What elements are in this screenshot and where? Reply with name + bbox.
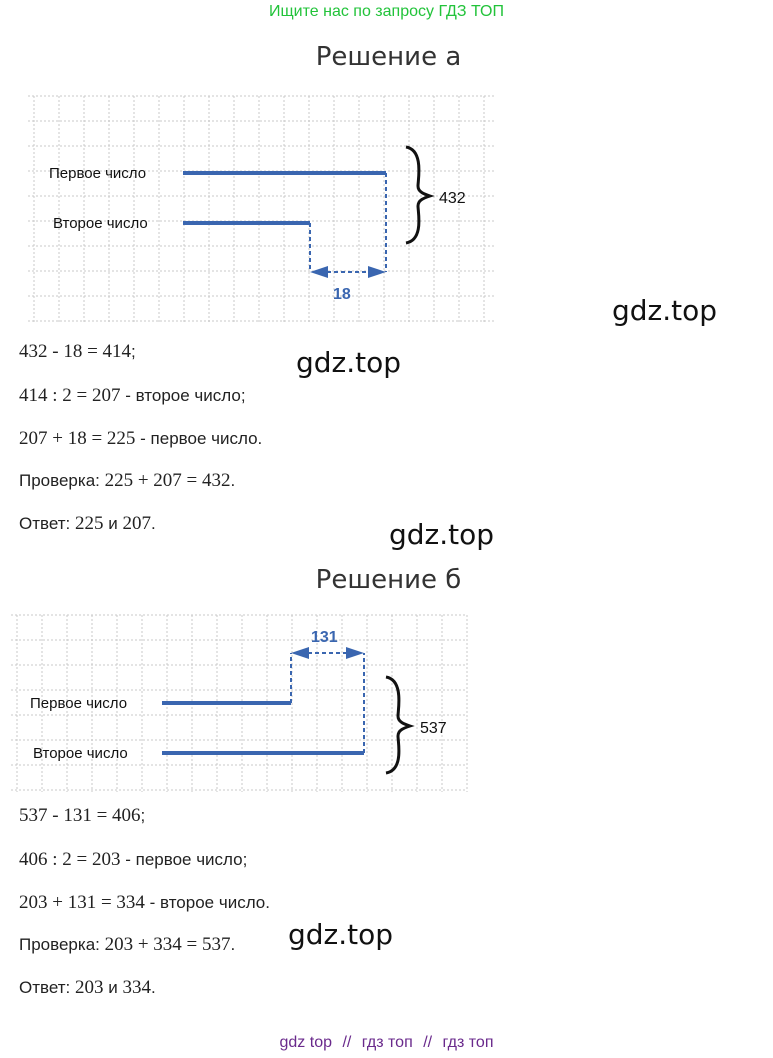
solution-a-line-3: 207 + 18 = 225 - первое число. [19,428,263,449]
sum-label-a: 432 [439,190,466,207]
difference-label-a: 18 [333,286,351,303]
sum-label-b: 537 [420,720,447,737]
watermark-2: gdz.top [296,346,402,379]
brace-b [385,675,415,775]
footer-link-3[interactable]: гдз топ [442,1034,494,1051]
difference-label-b: 131 [311,629,338,646]
footer-links: gdz top // гдз топ // гдз топ [0,1034,773,1052]
grid-b [11,614,468,792]
solution-a-title: Решение а [315,42,462,72]
solution-b-line-3: 203 + 131 = 334 - второе число. [19,892,270,913]
solution-b-title: Решение б [315,565,462,595]
first-label-a: Первое число [49,165,146,182]
watermark-4: gdz.top [288,918,394,951]
second-label-a: Второе число [53,215,148,232]
grid-a [28,95,496,322]
solution-b-check: Проверка: 203 + 334 = 537. [19,934,236,955]
arrow-right-b [346,647,364,659]
watermark-1: gdz.top [612,294,718,327]
brace-a [405,145,435,245]
solution-b-answer: Ответ: 203 и 334. [19,977,156,998]
footer-link-1[interactable]: gdz top [279,1034,332,1051]
solution-a-answer: Ответ: 225 и 207. [19,513,156,534]
second-label-b: Второе число [33,745,128,762]
arrow-right-a [368,266,386,278]
arrow-left-a [310,266,328,278]
footer-link-2[interactable]: гдз топ [361,1034,413,1051]
first-label-b: Первое число [30,695,127,712]
arrow-left-b [291,647,309,659]
watermark-3: gdz.top [389,518,495,551]
solution-b-line-1: 537 - 131 = 406; [19,805,146,826]
solution-a-line-2: 414 : 2 = 207 - второе число; [19,385,246,406]
solution-a-line-1: 432 - 18 = 414; [19,341,136,362]
search-banner: Ищите нас по запросу ГДЗ ТОП [269,3,504,20]
solution-b-line-2: 406 : 2 = 203 - первое число; [19,849,248,870]
solution-a-check: Проверка: 225 + 207 = 432. [19,470,236,491]
footer-separator-1: // [342,1034,352,1051]
footer-separator-2: // [423,1034,433,1051]
